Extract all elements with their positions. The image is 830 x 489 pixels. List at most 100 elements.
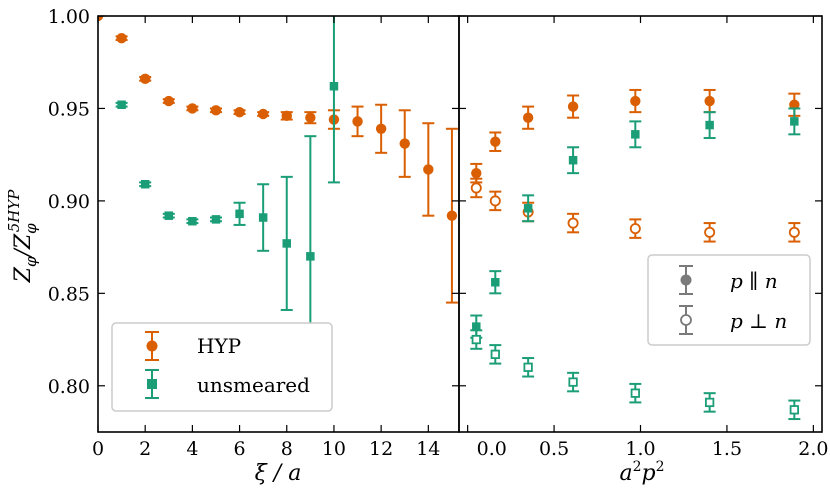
y-tick-label: 1.00	[48, 6, 90, 28]
y-label-z2: Z	[11, 233, 36, 250]
legend-left-hyp-marker	[145, 331, 159, 361]
y-label-z: Z	[11, 266, 36, 283]
y-label-sub: φ	[22, 256, 40, 267]
unsmeared-perp-marker	[789, 405, 799, 415]
hyp-point	[280, 110, 293, 122]
unsmeared-marker	[211, 215, 221, 224]
hyp-perp-point	[788, 222, 801, 243]
hyp-marker	[210, 105, 222, 116]
hyp-perp-point	[489, 190, 502, 212]
x-tick-label-left: 0	[92, 438, 104, 460]
unsmeared-parallel-marker	[790, 117, 799, 126]
x-tick-label-left: 8	[281, 438, 293, 460]
legend-right: p ∥ n p ⊥ n	[647, 254, 811, 346]
unsmeared-point	[115, 100, 128, 109]
hyp-marker	[116, 32, 127, 44]
x-tick-label-right: 0.0	[477, 438, 507, 460]
hyp-perp-point	[567, 212, 580, 234]
hyp-perp-point	[703, 222, 716, 243]
hyp-marker	[352, 116, 363, 127]
unsmeared-parallel-point	[703, 111, 716, 140]
unsmeared-parallel-marker	[705, 120, 714, 130]
hyp-parallel-point	[629, 88, 642, 114]
unsmeared-point	[139, 179, 152, 189]
unsmeared-marker	[329, 82, 339, 91]
unsmeared-perp-marker	[568, 377, 578, 387]
unsmeared-perp-marker	[704, 397, 715, 408]
unsmeared-parallel-point	[629, 120, 642, 149]
hyp-point	[351, 105, 364, 138]
x-label-a-sup: 2	[633, 459, 642, 475]
hyp-marker	[139, 73, 151, 85]
unsmeared-parallel-marker	[472, 322, 481, 331]
hyp-parallel-marker	[630, 95, 641, 107]
unsmeared-parallel-point	[489, 270, 502, 295]
hyp-perp-marker	[489, 195, 501, 207]
x-tick-label-right: 0.5	[539, 438, 569, 460]
right-panel-data	[470, 88, 801, 421]
unsmeared-point	[257, 183, 270, 252]
legend-left-hyp-label: HYP	[197, 334, 241, 358]
y-tick-label: 0.80	[48, 376, 90, 398]
hyp-marker	[281, 110, 292, 122]
hyp-point	[375, 103, 388, 154]
hyp-parallel-marker	[704, 95, 715, 107]
y-tick-label: 0.95	[48, 98, 90, 120]
unsmeared-perp-point	[489, 344, 502, 365]
hyp-point	[445, 127, 458, 304]
hyp-parallel-point	[567, 94, 580, 119]
axis-labels-layer: Zφ/Zφ5HYP ξ / a a2p2	[5, 189, 665, 486]
hyp-marker	[163, 95, 174, 107]
hyp-point	[422, 122, 435, 217]
x-tick-label-right: 1.5	[712, 438, 742, 460]
y-tick-label: 0.85	[48, 283, 90, 305]
unsmeared-point	[280, 175, 293, 311]
hyp-point	[186, 103, 199, 114]
unsmeared-parallel-point	[522, 194, 535, 223]
hyp-perp-marker	[470, 182, 482, 194]
legend-right-parallel-label: p ∥ n	[730, 269, 778, 293]
left-panel-data	[98, 16, 458, 378]
legend-left: HYP unsmeared	[111, 322, 333, 412]
legend-right-perp-label: p ⊥ n	[730, 309, 787, 333]
unsmeared-marker	[258, 213, 268, 222]
unsmeared-perp-point	[522, 357, 535, 378]
unsmeared-perp-point	[629, 382, 642, 404]
hyp-point	[115, 32, 128, 44]
hyp-marker	[399, 138, 410, 149]
legend-left-unsmeared-marker	[145, 369, 159, 399]
hyp-perp-point	[470, 177, 483, 199]
hyp-parallel-marker	[567, 101, 579, 112]
x-tick-label-left: 4	[186, 438, 198, 460]
legend-right-perp-marker	[679, 305, 693, 335]
hyp-marker	[446, 210, 458, 221]
hyp-marker	[98, 16, 104, 22]
unsmeared-parallel-marker	[568, 155, 578, 165]
hyp-perp-marker	[788, 226, 800, 238]
hyp-parallel-marker	[522, 112, 534, 123]
x-tick-label-right: 1.0	[625, 438, 655, 460]
hyp-parallel-point	[703, 88, 716, 114]
data-layer	[98, 16, 801, 421]
x-tick-label-left: 6	[234, 438, 246, 460]
unsmeared-perp-marker	[630, 388, 640, 398]
unsmeared-marker	[164, 211, 174, 220]
right-axes-frame	[458, 15, 823, 433]
unsmeared-marker	[117, 100, 126, 109]
legend-left-box	[111, 322, 333, 412]
y-label-slash: /	[11, 247, 36, 259]
unsmeared-marker	[188, 216, 197, 226]
x-label-p: p	[642, 461, 656, 486]
legend-right-parallel-marker	[679, 265, 693, 295]
unsmeared-point	[162, 211, 175, 220]
unsmeared-point	[233, 201, 246, 226]
y-tick-label: 0.90	[48, 191, 90, 213]
hyp-point	[233, 106, 246, 118]
hyp-parallel-point	[522, 105, 535, 130]
hyp-parallel-marker	[490, 136, 501, 147]
unsmeared-marker	[140, 179, 150, 189]
unsmeared-point	[209, 215, 222, 224]
unsmeared-perp-point	[788, 399, 801, 421]
unsmeared-marker	[282, 239, 292, 248]
